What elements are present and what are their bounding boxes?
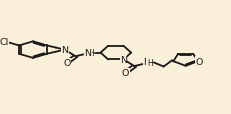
Text: H: H [147, 58, 152, 67]
Text: O: O [122, 68, 129, 77]
Text: N: N [61, 46, 68, 55]
Text: Cl: Cl [0, 37, 9, 46]
Text: O: O [63, 59, 70, 68]
Text: N: N [120, 55, 127, 64]
Text: N: N [85, 48, 91, 57]
Text: H: H [88, 49, 94, 58]
Text: O: O [195, 57, 203, 66]
Text: N: N [143, 58, 150, 67]
